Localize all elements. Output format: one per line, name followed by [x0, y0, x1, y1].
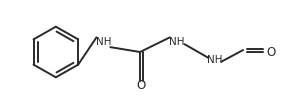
Text: NH: NH	[206, 55, 222, 65]
Text: NH: NH	[169, 37, 184, 47]
Text: NH: NH	[96, 37, 111, 47]
Text: O: O	[266, 46, 275, 58]
Text: O: O	[137, 79, 146, 92]
